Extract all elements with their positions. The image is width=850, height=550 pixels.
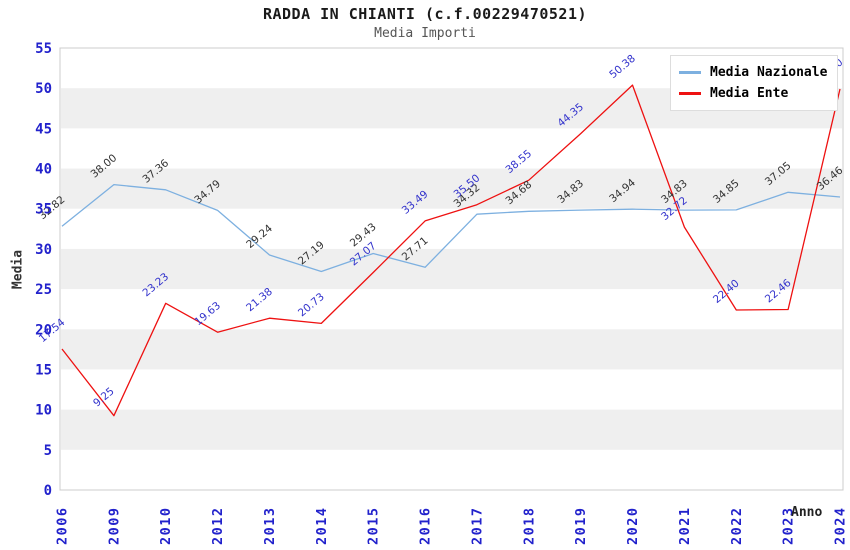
- y-tick-label: 20: [35, 322, 52, 338]
- legend-item-media-nazionale: Media Nazionale: [679, 62, 827, 83]
- x-tick-label: 2023: [781, 506, 797, 545]
- x-tick-label: 2020: [625, 506, 641, 545]
- y-tick-label: 5: [44, 443, 52, 459]
- data-label: 19.63: [192, 300, 223, 329]
- legend: Media Nazionale Media Ente: [670, 55, 839, 111]
- y-tick-label: 25: [35, 282, 52, 298]
- x-tick-label: 2012: [210, 506, 226, 545]
- x-tick-label: 2017: [469, 506, 485, 545]
- y-tick-label: 50: [35, 81, 52, 97]
- y-tick-label: 55: [35, 41, 52, 57]
- x-tick-label: 2015: [366, 506, 382, 545]
- x-tick-label: 2010: [158, 506, 174, 545]
- x-tick-label: 2014: [314, 506, 330, 545]
- data-label: 21.38: [244, 286, 275, 315]
- y-tick-label: 30: [35, 242, 52, 258]
- data-label: 20.73: [296, 291, 327, 320]
- x-tick-label: 2019: [573, 506, 589, 545]
- y-tick-label: 10: [35, 403, 52, 419]
- y-tick-label: 40: [35, 162, 52, 178]
- media-ente-line-swatch: [679, 92, 701, 95]
- legend-label-media-nazionale: Media Nazionale: [710, 65, 828, 80]
- x-tick-label: 2013: [262, 506, 278, 545]
- chart-title: RADDA IN CHIANTI (c.f.00229470521): [262, 5, 588, 23]
- gridline-stripe: [61, 409, 842, 450]
- plot-border: [59, 47, 844, 491]
- series-line-media-nazionale: [61, 183, 841, 273]
- x-tick-label: 2022: [729, 506, 745, 545]
- data-label: 50.38: [607, 53, 638, 82]
- series-line-media-ente: [61, 84, 841, 417]
- y-tick-label: 15: [35, 362, 52, 378]
- x-tick-label: 2016: [418, 506, 434, 545]
- legend-item-media-ente: Media Ente: [679, 83, 827, 104]
- media-nazionale-line-swatch: [679, 71, 701, 74]
- x-tick-label: 2018: [521, 506, 537, 545]
- x-tick-label: 2009: [106, 506, 122, 545]
- y-tick-label: 35: [35, 202, 52, 218]
- x-tick-label: 2006: [55, 506, 71, 545]
- x-axis-title: Anno: [791, 505, 823, 520]
- chart-subtitle: Media Importi: [374, 26, 476, 41]
- y-axis-title: Media: [10, 249, 26, 290]
- x-tick-label: 2021: [677, 506, 693, 545]
- gridline-stripe: [61, 168, 842, 209]
- gridline-stripe: [61, 329, 842, 370]
- y-tick-label: 0: [44, 483, 52, 499]
- gridline-stripe: [61, 248, 842, 290]
- x-tick-label: 2024: [833, 506, 849, 545]
- y-tick-label: 45: [35, 121, 52, 137]
- data-label: 9.25: [91, 385, 117, 409]
- legend-label-media-ente: Media Ente: [710, 86, 789, 101]
